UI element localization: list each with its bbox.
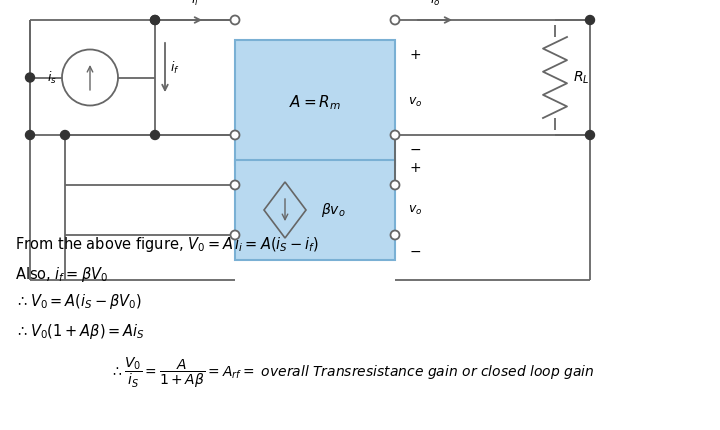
Text: $i_f$: $i_f$ bbox=[170, 59, 180, 76]
Text: $\therefore V_0 = A\left(i_S - \beta V_0\right)$: $\therefore V_0 = A\left(i_S - \beta V_0… bbox=[15, 292, 143, 311]
Text: $v_o$: $v_o$ bbox=[408, 203, 422, 217]
Circle shape bbox=[150, 15, 160, 25]
Bar bbox=[235, 160, 395, 260]
Circle shape bbox=[390, 181, 400, 190]
Text: $\beta v_o$: $\beta v_o$ bbox=[321, 201, 346, 219]
Circle shape bbox=[150, 130, 160, 139]
Circle shape bbox=[390, 130, 400, 139]
Circle shape bbox=[230, 181, 240, 190]
Text: +: + bbox=[409, 161, 420, 175]
Text: $i_o$: $i_o$ bbox=[430, 0, 440, 8]
Circle shape bbox=[25, 73, 35, 82]
Text: Also, $i_f = \beta V_0$: Also, $i_f = \beta V_0$ bbox=[15, 265, 108, 284]
Text: +: + bbox=[409, 48, 420, 62]
Circle shape bbox=[150, 15, 160, 25]
Text: $i_i$: $i_i$ bbox=[191, 0, 199, 8]
Text: From the above figure, $V_0 = A\,i_i = A\left(i_S - i_f\right)$: From the above figure, $V_0 = A\,i_i = A… bbox=[15, 235, 319, 254]
Circle shape bbox=[230, 15, 240, 25]
Circle shape bbox=[25, 130, 35, 139]
Text: $\therefore\dfrac{V_0}{i_S} = \dfrac{A}{1+A\beta} = A_{rf} = $ $\mathit{overall\: $\therefore\dfrac{V_0}{i_S} = \dfrac{A}{… bbox=[110, 355, 595, 390]
Text: $R_L$: $R_L$ bbox=[573, 69, 590, 86]
Text: $A = R_m$: $A = R_m$ bbox=[289, 93, 341, 112]
Circle shape bbox=[230, 230, 240, 240]
Circle shape bbox=[585, 130, 595, 139]
Circle shape bbox=[390, 230, 400, 240]
Text: −: − bbox=[409, 245, 420, 259]
Circle shape bbox=[390, 15, 400, 25]
Circle shape bbox=[60, 130, 70, 139]
Text: $i_s$: $i_s$ bbox=[47, 70, 57, 86]
Text: −: − bbox=[409, 143, 420, 157]
Circle shape bbox=[585, 15, 595, 25]
Text: $v_o$: $v_o$ bbox=[408, 96, 422, 109]
Bar bbox=[235, 40, 395, 165]
Text: $\therefore V_0(1 + A\beta) = A i_S$: $\therefore V_0(1 + A\beta) = A i_S$ bbox=[15, 322, 145, 341]
Circle shape bbox=[230, 130, 240, 139]
